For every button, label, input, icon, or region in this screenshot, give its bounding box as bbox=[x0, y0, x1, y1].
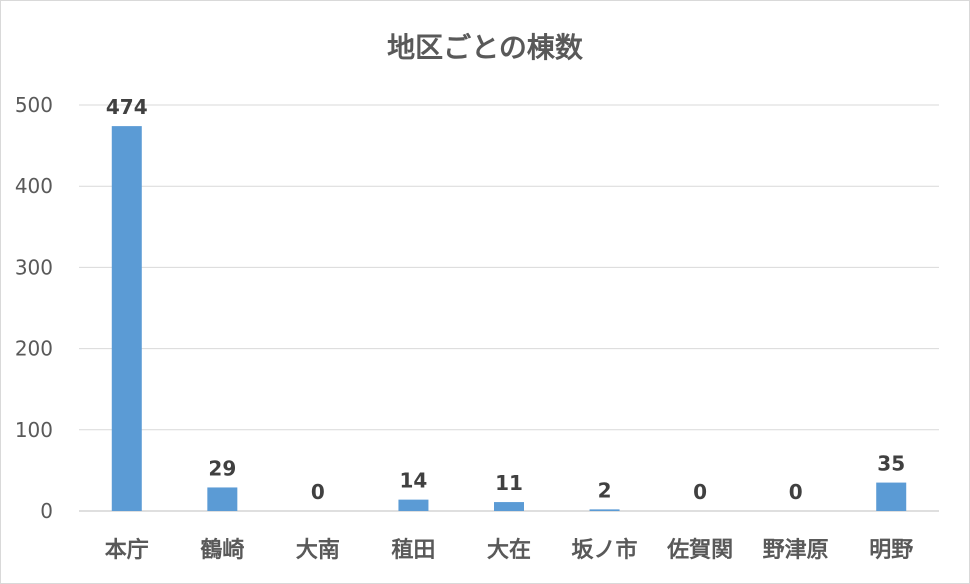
gridlines bbox=[79, 104, 939, 512]
y-tick-label: 100 bbox=[15, 418, 53, 442]
category-label: 大南 bbox=[296, 538, 340, 563]
data-label: 29 bbox=[208, 456, 236, 480]
data-label: 0 bbox=[693, 480, 707, 504]
bar bbox=[207, 487, 238, 511]
category-label: 本庁 bbox=[105, 537, 149, 563]
data-label: 14 bbox=[400, 469, 428, 493]
category-label: 稙田 bbox=[391, 537, 435, 563]
data-label: 474 bbox=[106, 95, 148, 119]
bar bbox=[589, 509, 620, 511]
y-axis-ticks: 0 100 200 300 400 500 bbox=[15, 93, 53, 523]
category-label: 佐賀関 bbox=[666, 537, 733, 563]
bar bbox=[398, 499, 429, 511]
bars bbox=[111, 126, 907, 511]
bar bbox=[494, 502, 524, 511]
category-label: 野津原 bbox=[763, 537, 829, 563]
data-label: 11 bbox=[495, 471, 523, 495]
category-label: 大在 bbox=[487, 537, 531, 563]
bar bbox=[876, 482, 907, 511]
y-tick-label: 0 bbox=[40, 499, 53, 523]
category-label: 鶴崎 bbox=[200, 537, 244, 563]
data-labels: 474 29 0 14 11 2 0 0 35 bbox=[106, 95, 905, 504]
category-label: 坂ノ市 bbox=[572, 537, 638, 563]
data-label: 2 bbox=[598, 478, 612, 502]
y-tick-label: 200 bbox=[15, 337, 53, 361]
bar bbox=[111, 126, 142, 511]
data-label: 35 bbox=[877, 452, 905, 476]
chart-title: 地区ごとの棟数 bbox=[387, 31, 584, 64]
x-axis-categories: 本庁 鶴崎 大南 稙田 大在 坂ノ市 佐賀関 野津原 明野 bbox=[105, 537, 913, 563]
category-label: 明野 bbox=[869, 538, 913, 563]
data-label: 0 bbox=[789, 480, 803, 504]
y-tick-label: 400 bbox=[15, 174, 53, 198]
y-tick-label: 300 bbox=[15, 255, 53, 279]
data-label: 0 bbox=[311, 480, 325, 504]
y-tick-label: 500 bbox=[15, 93, 53, 117]
